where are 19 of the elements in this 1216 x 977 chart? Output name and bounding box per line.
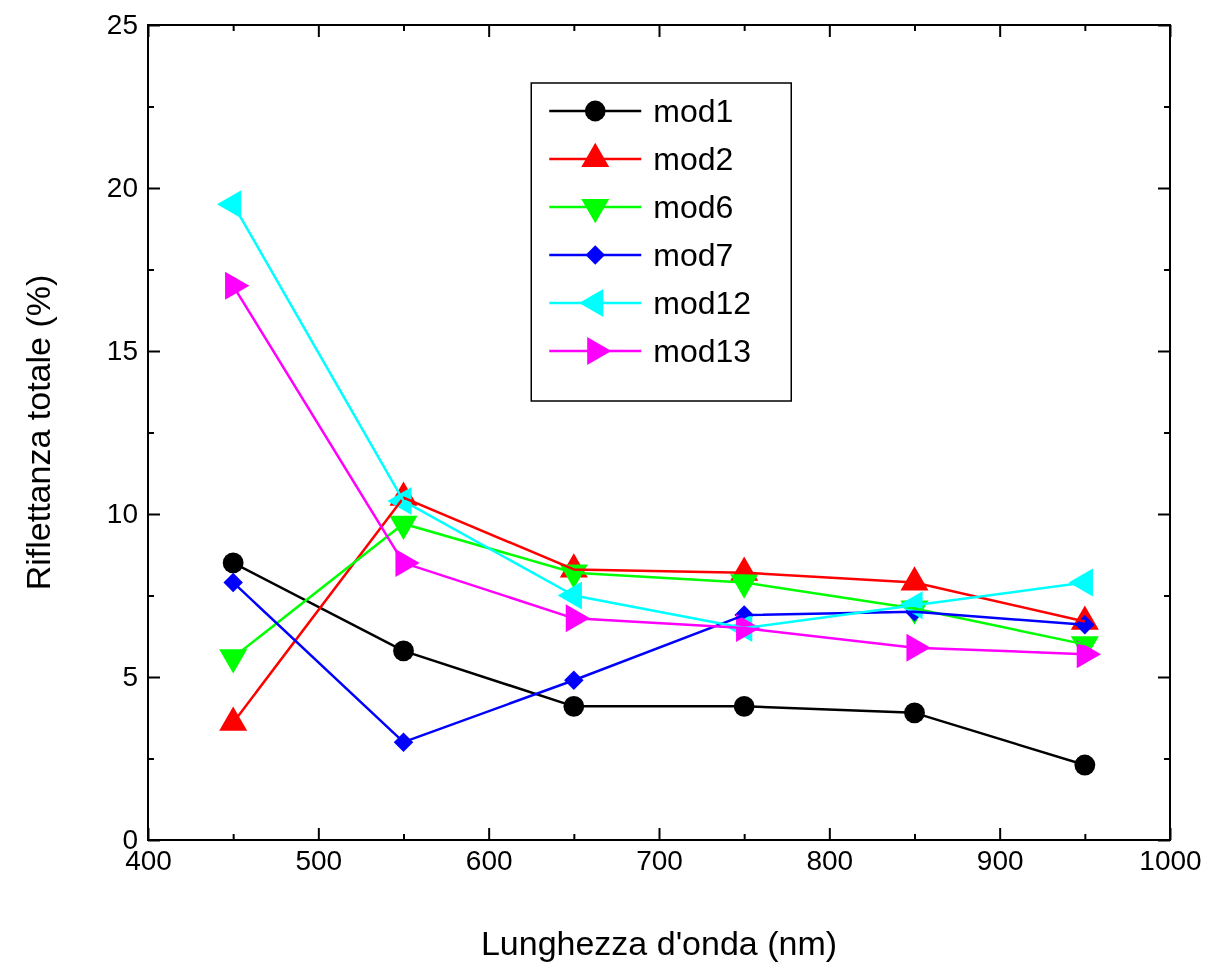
x-tick-label: 500 [295,844,343,876]
legend-label: mod2 [653,141,734,177]
x-tick-label: 700 [636,844,683,876]
y-axis-title: Riflettanza totale (%) [19,274,57,591]
legend-label: mod12 [653,285,752,321]
legend-label: mod6 [653,189,734,225]
x-axis-title: Lunghezza d'onda (nm) [480,924,838,962]
y-tick-label: 25 [106,9,138,41]
x-tick-label: 600 [465,844,513,876]
y-tick-label: 5 [122,661,138,693]
x-tick-label: 900 [976,844,1024,876]
legend-label: mod7 [653,237,734,273]
x-tick-label: 1000 [1139,844,1202,876]
legend-label: mod13 [653,333,752,369]
y-tick-label: 15 [106,335,138,367]
x-tick-label: 800 [806,844,854,876]
y-tick-label: 10 [106,498,138,530]
y-tick-label: 20 [106,172,138,204]
legend-label: mod1 [653,93,734,129]
